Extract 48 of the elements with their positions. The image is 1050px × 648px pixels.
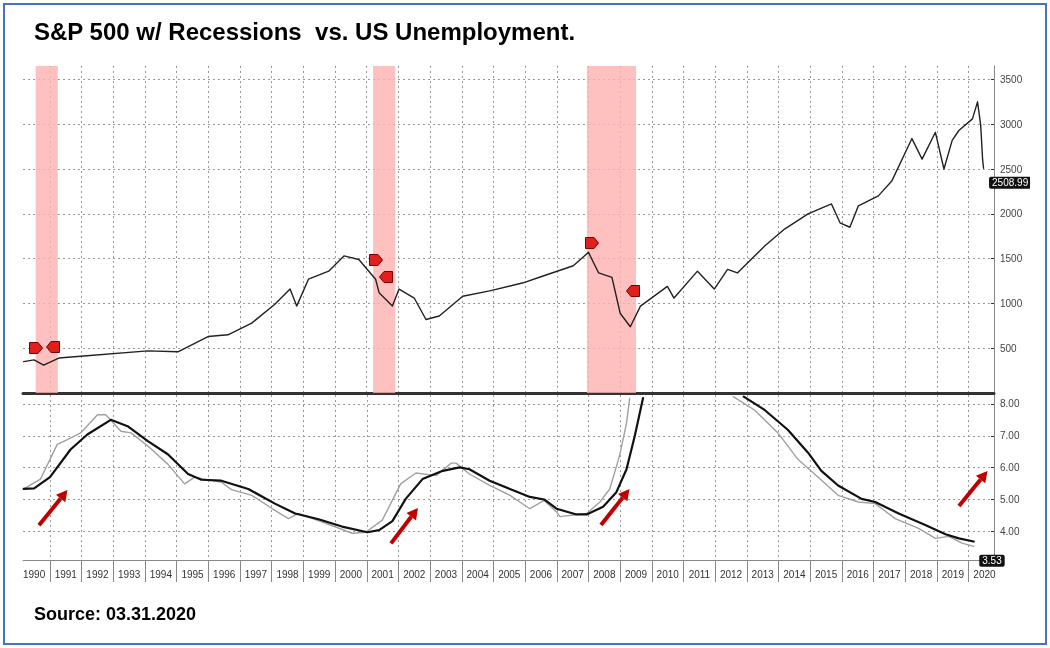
y-tick-label: 4.00 xyxy=(1000,525,1020,537)
annotation: 3.53 xyxy=(982,555,1003,567)
x-tick-label: 2011 xyxy=(688,568,711,580)
x-tick-label: 2013 xyxy=(751,568,775,580)
x-tick-label: 2006 xyxy=(529,568,553,580)
x-tick-label: 2020 xyxy=(973,568,997,580)
x-tick-label: 2015 xyxy=(814,568,838,580)
y-tick-label: 8.00 xyxy=(1000,398,1020,410)
x-tick-label: 2009 xyxy=(624,568,648,580)
x-tick-label: 2002 xyxy=(403,568,426,580)
x-tick-label: 1992 xyxy=(86,568,110,580)
y-tick-label: 1500 xyxy=(1000,253,1023,265)
y-tick-label: 3000 xyxy=(1000,118,1023,130)
y-tick-label: 5.00 xyxy=(1000,493,1020,505)
x-tick-label: 2001 xyxy=(371,568,395,580)
x-tick-label: 1993 xyxy=(118,568,141,580)
y-tick-label: 500 xyxy=(1000,342,1018,354)
x-tick-label: 2017 xyxy=(878,568,902,580)
y-tick-label: 6.00 xyxy=(1000,462,1020,474)
x-tick-label: 1991 xyxy=(54,568,78,580)
x-tick-label: 2016 xyxy=(846,568,870,580)
y-tick-label: 2500 xyxy=(1000,163,1023,175)
x-tick-label: 2007 xyxy=(561,568,585,580)
x-tick-label: 1999 xyxy=(308,568,331,580)
y-tick-label: 7.00 xyxy=(1000,430,1020,442)
x-tick-label: 1996 xyxy=(213,568,236,580)
x-tick-label: 2008 xyxy=(593,568,616,580)
x-tick-label: 2004 xyxy=(466,568,490,580)
x-tick-label: 1995 xyxy=(181,568,205,580)
x-tick-label: 2005 xyxy=(498,568,521,580)
x-tick-label: 2012 xyxy=(719,568,743,580)
y-tick-label: 3500 xyxy=(1000,73,1023,85)
x-tick-label: 1994 xyxy=(149,568,173,580)
x-tick-label: 2014 xyxy=(783,568,806,580)
line-series xyxy=(22,101,985,366)
x-tick-label: 2003 xyxy=(434,568,458,580)
x-tick-label: 1997 xyxy=(244,568,268,580)
y-tick-label: 2000 xyxy=(1000,208,1023,220)
chart-title: S&P 500 w/ Recessions vs. US Unemployment. xyxy=(34,18,576,46)
x-tick-label: 1998 xyxy=(276,568,300,580)
x-tick-label: 1990 xyxy=(23,568,46,580)
x-tick-label: 2018 xyxy=(910,568,933,580)
annotation: 2508.99 xyxy=(992,177,1029,189)
x-tick-label: 2000 xyxy=(339,568,363,580)
y-tick-label: 1000 xyxy=(1000,297,1023,309)
x-tick-label: 2010 xyxy=(656,568,680,580)
source-note: Source: 03.31.2020 xyxy=(34,604,197,625)
x-tick-label: 2019 xyxy=(941,568,965,580)
